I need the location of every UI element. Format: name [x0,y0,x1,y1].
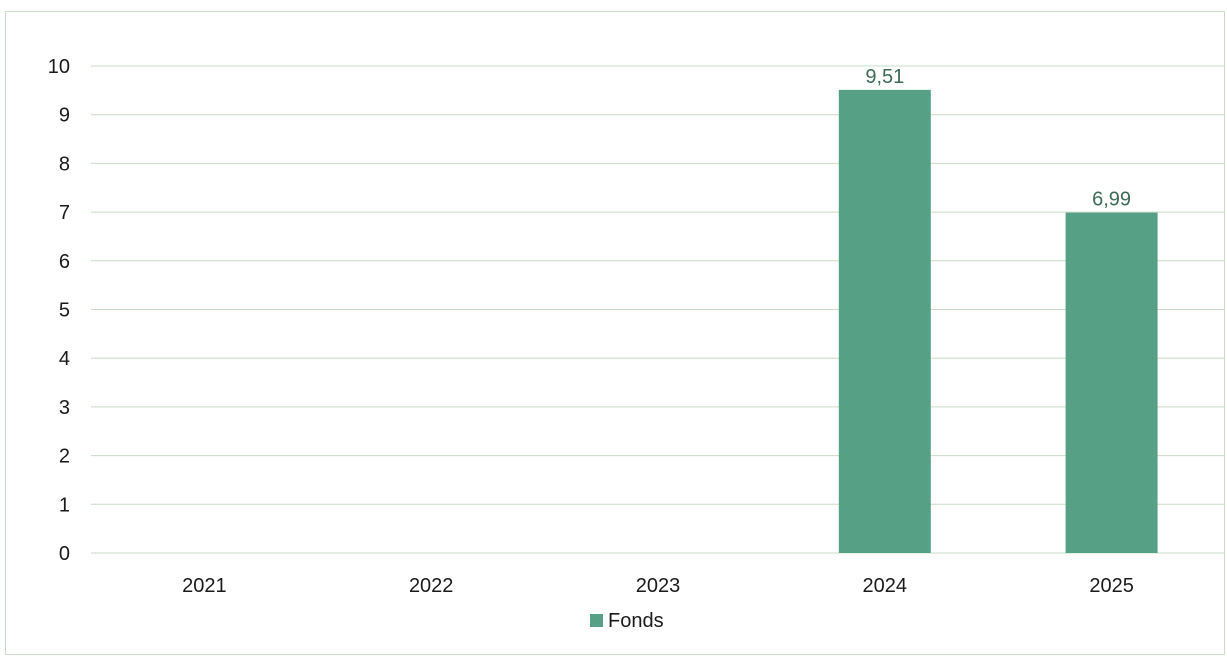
bar-2024 [838,89,931,553]
y-tick-label-10: 10 [48,56,70,78]
y-tick-label-8: 8 [59,153,70,175]
gridlines [91,65,1225,554]
y-tick-label-4: 4 [59,348,70,370]
y-tick-label-2: 2 [59,446,70,468]
legend: Fonds [590,610,664,632]
bar-2025 [1065,212,1158,553]
legend-swatch-fonds [590,614,603,627]
y-tick-label-9: 9 [59,105,70,127]
data-labels: 9,51 6,99 [865,66,1131,211]
x-axis: 2021 2022 2023 2024 2025 [182,575,1134,597]
y-axis: 0 1 2 3 4 5 6 7 8 9 10 [48,56,70,565]
x-tick-label-2023: 2023 [636,575,681,597]
y-tick-label-5: 5 [59,300,70,322]
y-tick-label-3: 3 [59,397,70,419]
bars [838,89,1158,553]
x-tick-label-2025: 2025 [1089,575,1134,597]
y-tick-label-6: 6 [59,251,70,273]
legend-label-fonds: Fonds [608,610,664,632]
chart-frame [5,11,1225,655]
data-label-2025: 6,99 [1092,189,1131,211]
x-tick-label-2022: 2022 [409,575,454,597]
x-tick-label-2024: 2024 [863,575,908,597]
data-label-2024: 9,51 [865,66,904,88]
y-tick-label-0: 0 [59,543,70,565]
y-tick-label-7: 7 [59,202,70,224]
x-tick-label-2021: 2021 [182,575,227,597]
y-tick-label-1: 1 [59,494,70,516]
